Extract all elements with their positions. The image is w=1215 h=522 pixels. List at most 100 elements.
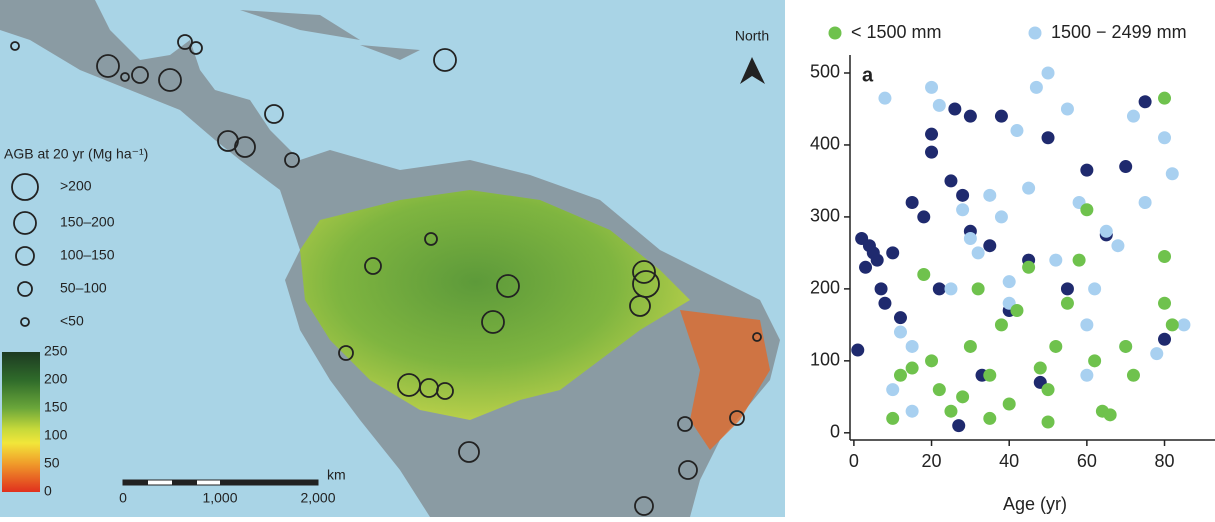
north-label: North	[735, 28, 769, 44]
point	[1041, 383, 1055, 397]
colorbar-tick-label: 50	[44, 455, 60, 471]
x-tick-label: 80	[1155, 451, 1175, 471]
point	[925, 80, 939, 94]
point	[956, 203, 970, 217]
point	[870, 253, 884, 267]
point	[1165, 318, 1179, 332]
point	[948, 102, 962, 116]
point	[1010, 124, 1024, 138]
point	[994, 318, 1008, 332]
point	[1111, 239, 1125, 253]
point	[944, 282, 958, 296]
size-class-label: 50–100	[60, 280, 107, 296]
point	[963, 232, 977, 246]
site-circles	[10, 34, 762, 516]
dry-region	[680, 310, 770, 450]
point	[1158, 91, 1172, 105]
point	[963, 109, 977, 123]
point	[851, 343, 865, 357]
y-tick-label: 100	[810, 350, 840, 370]
point	[1041, 131, 1055, 145]
point	[932, 383, 946, 397]
y-tick-label: 300	[810, 206, 840, 226]
x-tick-label: 60	[1077, 451, 1097, 471]
point	[1072, 253, 1086, 267]
point	[1126, 109, 1140, 123]
point	[932, 282, 946, 296]
colorbar	[2, 352, 40, 492]
point	[1029, 80, 1043, 94]
point	[1099, 224, 1113, 238]
point	[944, 174, 958, 188]
legend-label: 1500 − 2499 mm	[1051, 22, 1187, 42]
point	[1119, 339, 1133, 353]
point	[1060, 296, 1074, 310]
x-axis-title: Age (yr)	[1003, 494, 1067, 514]
y-tick-label: 500	[810, 62, 840, 82]
point	[878, 296, 892, 310]
legend-label: < 1500 mm	[851, 22, 942, 42]
point	[956, 188, 970, 202]
point	[1080, 203, 1094, 217]
point	[971, 246, 985, 260]
point	[971, 282, 985, 296]
size-class-label: 100–150	[60, 247, 115, 263]
colorbar-tick-label: 200	[44, 371, 68, 387]
point	[1088, 282, 1102, 296]
north-arrow	[740, 57, 765, 84]
y-tick-label: 0	[830, 422, 840, 442]
size-legend-circles	[11, 173, 39, 327]
point	[886, 383, 900, 397]
point	[963, 339, 977, 353]
point	[1158, 249, 1172, 263]
y-tick-label: 400	[810, 134, 840, 154]
colorbar-tick-label: 100	[44, 427, 68, 443]
x-tick-label: 40	[999, 451, 1019, 471]
point	[874, 282, 888, 296]
point	[1138, 196, 1152, 210]
scale-bar	[122, 479, 319, 486]
map: North AGB at 20 yr (Mg ha⁻¹) km	[0, 0, 785, 517]
point	[994, 109, 1008, 123]
legend-title: AGB at 20 yr (Mg ha⁻¹)	[4, 146, 148, 162]
point	[1010, 303, 1024, 317]
x-tick-label: 0	[849, 451, 859, 471]
point	[878, 91, 892, 105]
point	[905, 196, 919, 210]
point	[944, 404, 958, 418]
point	[905, 361, 919, 375]
chart-bg	[785, 0, 1215, 517]
point	[1080, 163, 1094, 177]
forest	[300, 190, 690, 420]
point	[893, 325, 907, 339]
point	[983, 411, 997, 425]
point	[1126, 368, 1140, 382]
legend-swatch	[828, 26, 842, 40]
colorbar-tick-label: 250	[44, 343, 68, 359]
point	[917, 210, 931, 224]
point	[1033, 361, 1047, 375]
point	[1049, 339, 1063, 353]
point	[1041, 66, 1055, 80]
point	[1041, 415, 1055, 429]
point	[983, 368, 997, 382]
point	[893, 368, 907, 382]
point	[994, 210, 1008, 224]
point	[1088, 354, 1102, 368]
scale-label: 0	[119, 490, 127, 506]
point	[1138, 95, 1152, 109]
point	[1165, 167, 1179, 181]
legend-swatch	[1028, 26, 1042, 40]
point	[1150, 347, 1164, 361]
colorbar-tick-label: 150	[44, 399, 68, 415]
point	[893, 311, 907, 325]
scale-label: 1,000	[202, 490, 237, 506]
point	[1002, 397, 1016, 411]
point	[1080, 368, 1094, 382]
point	[1022, 181, 1036, 195]
point	[1060, 102, 1074, 116]
size-class-label: <50	[60, 313, 84, 329]
scale-unit: km	[327, 467, 346, 483]
point	[1158, 131, 1172, 145]
